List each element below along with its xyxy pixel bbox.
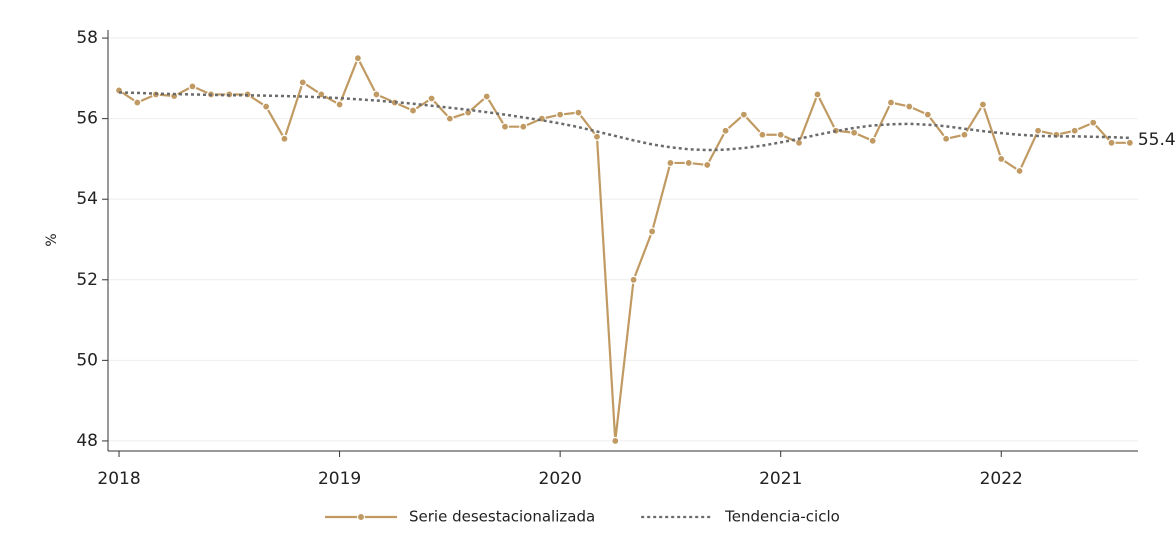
data-point	[794, 138, 804, 147]
data-point	[905, 102, 914, 111]
data-point	[445, 114, 454, 123]
data-point	[923, 110, 932, 119]
data-point	[997, 154, 1006, 164]
x-tick-label: 2022	[980, 469, 1023, 489]
data-point	[776, 130, 785, 139]
data-point	[133, 98, 142, 107]
data-point	[886, 98, 896, 107]
data-point	[482, 92, 491, 101]
data-point	[611, 436, 620, 446]
end-value-label: 55.4	[1138, 130, 1176, 150]
data-point	[519, 122, 528, 131]
data-point	[721, 126, 730, 135]
data-point	[427, 94, 436, 103]
data-point	[372, 90, 381, 99]
data-point	[592, 132, 602, 141]
data-point	[556, 110, 565, 119]
data-point	[978, 100, 988, 109]
data-point	[666, 158, 675, 168]
legend-item: Serie desestacionalizada	[325, 508, 595, 526]
data-point	[335, 100, 344, 109]
series-line	[118, 55, 1130, 442]
data-point	[408, 106, 418, 115]
data-point	[1070, 126, 1079, 135]
data-point	[739, 110, 748, 119]
y-tick-label: 56	[76, 109, 98, 129]
data-point	[703, 160, 712, 170]
legend-marker	[357, 513, 365, 521]
data-point	[280, 134, 289, 143]
data-point	[629, 275, 638, 284]
y-tick-label: 58	[76, 28, 98, 48]
y-tick-label: 48	[76, 431, 98, 451]
legend-label: Serie desestacionalizada	[409, 508, 595, 526]
data-point	[813, 90, 822, 99]
data-point	[942, 134, 951, 143]
x-tick-label: 2019	[318, 469, 361, 489]
data-point	[684, 158, 693, 168]
y-tick-label: 50	[76, 350, 98, 370]
y-tick-label: 52	[76, 270, 98, 290]
y-axis-label: %	[44, 233, 60, 246]
series-line	[119, 91, 1130, 152]
data-point	[1125, 138, 1134, 147]
data-point	[960, 130, 969, 139]
data-point	[1033, 126, 1043, 135]
x-tick-label: 2020	[539, 469, 582, 489]
data-point	[850, 128, 859, 137]
data-point	[262, 102, 271, 111]
x-tick-label: 2021	[759, 469, 802, 489]
data-point	[648, 227, 657, 236]
legend-label: Tendencia-ciclo	[724, 508, 840, 526]
data-point	[574, 108, 583, 117]
data-point	[1089, 118, 1098, 127]
data-point	[353, 54, 362, 63]
data-point	[1015, 166, 1024, 176]
data-point	[188, 82, 197, 91]
data-point	[868, 136, 877, 145]
y-tick-label: 54	[76, 189, 98, 209]
data-point	[500, 122, 510, 131]
data-point	[1107, 138, 1116, 147]
data-point	[758, 130, 767, 139]
legend-item: Tendencia-ciclo	[641, 508, 840, 526]
x-tick-label: 2018	[97, 469, 140, 489]
data-point	[298, 78, 307, 87]
